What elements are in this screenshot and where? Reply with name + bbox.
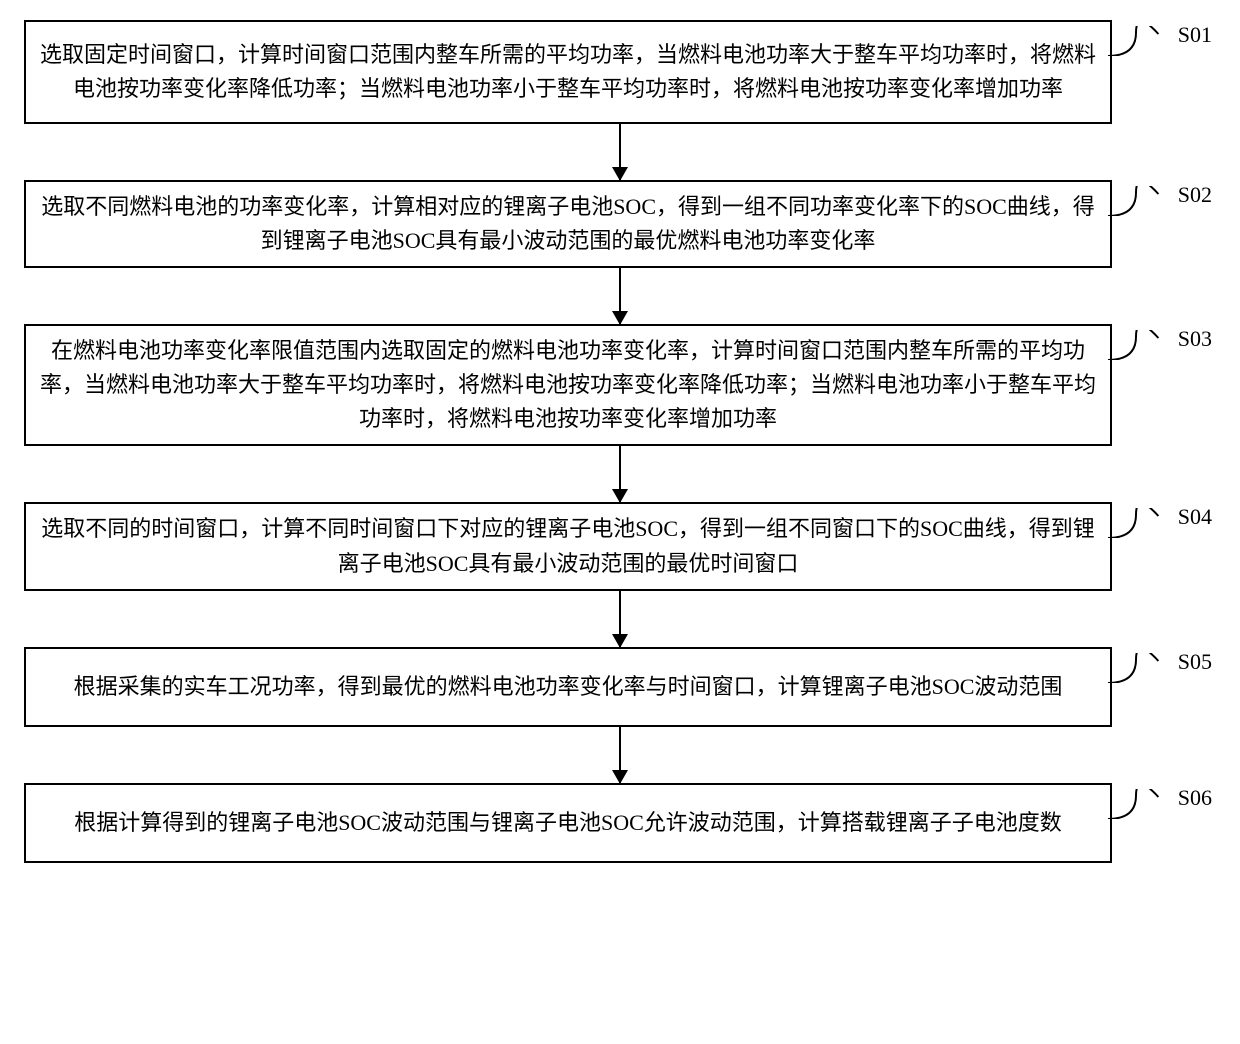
step-label-s03: S03 bbox=[1178, 326, 1212, 352]
step-text: 根据计算得到的锂离子电池SOC波动范围与锂离子电池SOC允许波动范围，计算搭载锂… bbox=[74, 806, 1062, 840]
connector-s03 bbox=[1108, 330, 1180, 360]
connector-s04 bbox=[1108, 508, 1180, 538]
step-row-s01: 选取固定时间窗口，计算时间窗口范围内整车所需的平均功率，当燃料电池功率大于整车平… bbox=[24, 20, 1216, 124]
arrow-line bbox=[619, 124, 621, 180]
step-label-s02: S02 bbox=[1178, 182, 1212, 208]
connector-s02 bbox=[1108, 186, 1180, 216]
step-row-s05: 根据采集的实车工况功率，得到最优的燃料电池功率变化率与时间窗口，计算锂离子电池S… bbox=[24, 647, 1216, 727]
connector-s05 bbox=[1108, 653, 1180, 683]
step-label-s06: S06 bbox=[1178, 785, 1212, 811]
step-text: 根据采集的实车工况功率，得到最优的燃料电池功率变化率与时间窗口，计算锂离子电池S… bbox=[74, 670, 1063, 704]
arrow-s04-to-s05 bbox=[24, 591, 1216, 647]
arrow-s03-to-s04 bbox=[24, 446, 1216, 502]
connector-s06 bbox=[1108, 789, 1180, 819]
arrow-line bbox=[619, 727, 621, 783]
step-box-s05: 根据采集的实车工况功率，得到最优的燃料电池功率变化率与时间窗口，计算锂离子电池S… bbox=[24, 647, 1112, 727]
step-box-s01: 选取固定时间窗口，计算时间窗口范围内整车所需的平均功率，当燃料电池功率大于整车平… bbox=[24, 20, 1112, 124]
step-box-s06: 根据计算得到的锂离子电池SOC波动范围与锂离子电池SOC允许波动范围，计算搭载锂… bbox=[24, 783, 1112, 863]
step-row-s06: 根据计算得到的锂离子电池SOC波动范围与锂离子电池SOC允许波动范围，计算搭载锂… bbox=[24, 783, 1216, 863]
connector-s01 bbox=[1108, 26, 1180, 56]
arrow-line bbox=[619, 446, 621, 502]
step-text: 在燃料电池功率变化率限值范围内选取固定的燃料电池功率变化率，计算时间窗口范围内整… bbox=[40, 334, 1096, 436]
step-label-s05: S05 bbox=[1178, 649, 1212, 675]
arrow-s05-to-s06 bbox=[24, 727, 1216, 783]
arrow-s02-to-s03 bbox=[24, 268, 1216, 324]
step-text: 选取不同的时间窗口，计算不同时间窗口下对应的锂离子电池SOC，得到一组不同窗口下… bbox=[40, 512, 1096, 580]
arrow-line bbox=[619, 268, 621, 324]
step-box-s03: 在燃料电池功率变化率限值范围内选取固定的燃料电池功率变化率，计算时间窗口范围内整… bbox=[24, 324, 1112, 446]
step-label-s01: S01 bbox=[1178, 22, 1212, 48]
step-box-s04: 选取不同的时间窗口，计算不同时间窗口下对应的锂离子电池SOC，得到一组不同窗口下… bbox=[24, 502, 1112, 590]
step-row-s03: 在燃料电池功率变化率限值范围内选取固定的燃料电池功率变化率，计算时间窗口范围内整… bbox=[24, 324, 1216, 446]
arrow-line bbox=[619, 591, 621, 647]
flowchart-container: 选取固定时间窗口，计算时间窗口范围内整车所需的平均功率，当燃料电池功率大于整车平… bbox=[24, 20, 1216, 863]
step-text: 选取不同燃料电池的功率变化率，计算相对应的锂离子电池SOC，得到一组不同功率变化… bbox=[40, 190, 1096, 258]
step-label-s04: S04 bbox=[1178, 504, 1212, 530]
step-row-s04: 选取不同的时间窗口，计算不同时间窗口下对应的锂离子电池SOC，得到一组不同窗口下… bbox=[24, 502, 1216, 590]
step-text: 选取固定时间窗口，计算时间窗口范围内整车所需的平均功率，当燃料电池功率大于整车平… bbox=[40, 38, 1096, 106]
step-box-s02: 选取不同燃料电池的功率变化率，计算相对应的锂离子电池SOC，得到一组不同功率变化… bbox=[24, 180, 1112, 268]
step-row-s02: 选取不同燃料电池的功率变化率，计算相对应的锂离子电池SOC，得到一组不同功率变化… bbox=[24, 180, 1216, 268]
arrow-s01-to-s02 bbox=[24, 124, 1216, 180]
